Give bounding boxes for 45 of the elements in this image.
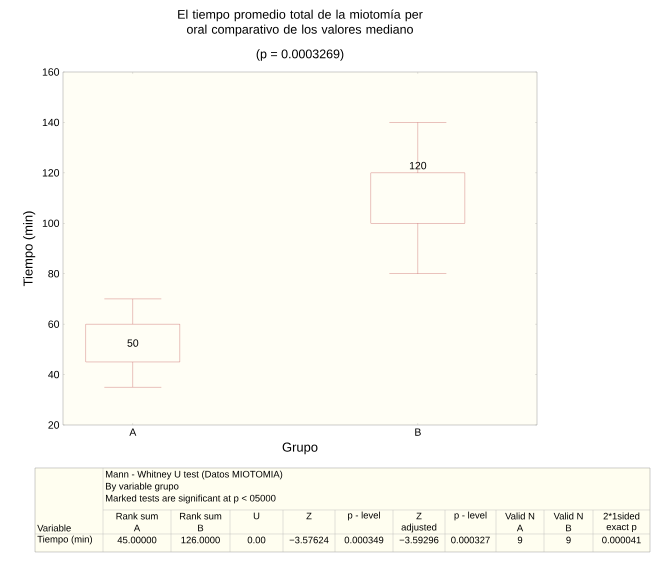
y-tick-label: 60 [48,320,60,328]
text: Valid N [505,512,534,520]
chart-subtitle: (p = 0.0003269) [256,49,344,61]
text: A [134,524,140,532]
text: Tiempo (min) [37,536,92,544]
text: p - level [348,512,380,520]
y-tick-label: 100 [42,220,60,227]
text: 0.00 [248,536,266,544]
text: By variable grupo [106,482,178,492]
text: 126.0000 [181,536,220,544]
y-tick-label: 20 [48,421,60,429]
y-axis-title: Tiempo (min) [23,211,36,286]
text: −3.59296 [400,536,438,544]
text: −3.57624 [290,536,329,544]
x-axis-title: Grupo [282,442,318,454]
y-tick-label: 120 [42,169,60,177]
y-tick-label: 40 [48,370,60,378]
text: Rank sum [180,512,222,520]
text: Rank sum [116,512,158,520]
text: exact p [606,524,636,532]
y-tick-label: 140 [42,118,60,126]
text: 45.00000 [117,536,156,544]
text: adjusted [402,524,436,532]
text: Z [416,512,422,520]
text: 2*1sided [604,512,640,520]
text: B [198,524,204,532]
text: 9 [518,536,522,544]
text: Variable [37,524,71,532]
y-tick-label: 80 [48,270,60,278]
text: 0.000327 [451,536,490,544]
text: p - level [454,512,486,520]
text: 9 [566,536,571,544]
y-tick-label: 160 [42,68,60,76]
text: B [566,524,572,532]
text: 0.000041 [602,536,641,544]
text: U [254,512,260,520]
text: A [516,524,524,532]
text: Marked tests are significant at p < 05000 [106,494,276,504]
text: Valid N [554,512,583,520]
chart-title: El tiempo promedio total de la miotomía per oral comparativo de los valores mediano [178,10,423,36]
text: 0.000349 [344,536,384,544]
annotation: 120 [410,162,426,170]
annotation: 50 [127,339,138,347]
text: Z [306,512,312,520]
text: Mann - Whitney U test (Datos MIOTOMIA) [106,470,282,480]
